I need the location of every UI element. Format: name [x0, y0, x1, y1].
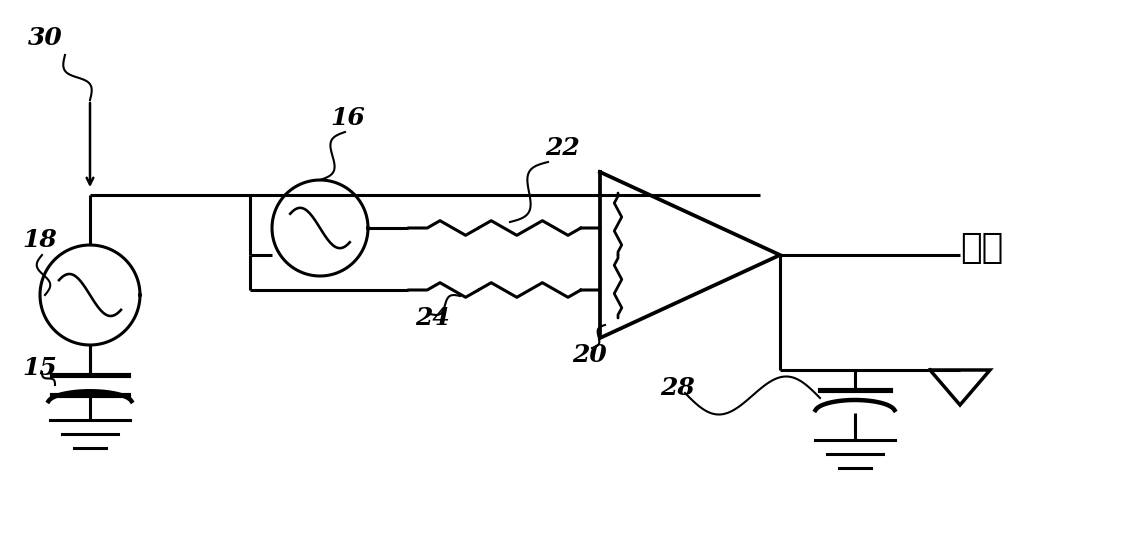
Text: 22: 22 [545, 136, 580, 160]
Text: 20: 20 [572, 343, 607, 367]
Text: 15: 15 [23, 356, 56, 380]
Text: 16: 16 [330, 106, 365, 130]
Text: 24: 24 [415, 306, 449, 330]
Text: 30: 30 [28, 26, 63, 50]
Text: 18: 18 [23, 228, 56, 252]
Text: 28: 28 [660, 376, 695, 400]
Text: 输出: 输出 [960, 231, 1003, 265]
